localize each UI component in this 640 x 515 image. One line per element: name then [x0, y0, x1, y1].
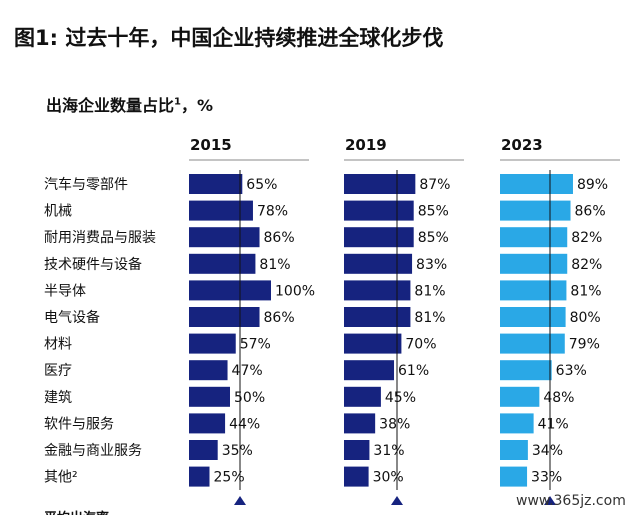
data-label: 61% — [398, 363, 429, 379]
bar — [344, 386, 381, 407]
bar — [500, 200, 571, 221]
bar — [500, 174, 573, 194]
bar — [344, 333, 402, 354]
data-label: 81% — [414, 310, 445, 326]
bar — [189, 360, 228, 381]
data-label: 45% — [385, 390, 416, 406]
data-label: 100% — [275, 283, 315, 299]
bar — [344, 200, 414, 221]
data-label: 63% — [556, 363, 587, 379]
data-label: 33% — [531, 470, 562, 486]
bar — [500, 440, 528, 460]
data-label: 50% — [234, 390, 265, 406]
data-label: 44% — [229, 416, 260, 432]
data-label: 86% — [264, 230, 295, 246]
bar — [189, 413, 226, 434]
data-label: 85% — [418, 204, 449, 220]
subtitle-footnote-mark: 1 — [174, 96, 181, 108]
bar — [189, 333, 236, 354]
subtitle-text: 出海企业数量占比 — [46, 96, 175, 115]
category-label: 其他² — [44, 470, 78, 486]
data-label: 31% — [373, 443, 404, 459]
data-label: 65% — [246, 177, 277, 193]
category-label: 汽车与零部件 — [44, 176, 128, 193]
data-label: 34% — [532, 443, 563, 459]
bar — [189, 174, 243, 194]
chart-subtitle: 出海企业数量占比1，% — [46, 92, 213, 116]
data-label: 85% — [418, 230, 449, 246]
bar — [500, 466, 528, 487]
bar — [189, 280, 271, 301]
bar — [344, 466, 369, 487]
series-year-label: 2015 — [190, 136, 232, 154]
data-label: 41% — [538, 416, 569, 432]
category-label: 建筑 — [44, 390, 72, 406]
average-marker — [234, 496, 246, 505]
bar — [500, 307, 566, 327]
subtitle-unit: ，% — [180, 96, 214, 115]
category-label: 技术硬件与设备 — [44, 256, 142, 273]
bar — [344, 253, 413, 274]
bar — [344, 307, 411, 327]
bar — [344, 227, 414, 248]
bar — [189, 200, 253, 221]
category-label: 半导体 — [44, 283, 86, 299]
data-label: 83% — [416, 257, 447, 273]
average-marker — [544, 496, 556, 505]
footer-label: 平均出海率 — [44, 510, 109, 515]
data-label: 35% — [222, 443, 253, 459]
data-label: 86% — [575, 204, 606, 220]
category-label: 材料 — [44, 337, 72, 353]
category-label: 耐用消费品与服装 — [44, 230, 156, 246]
bar — [189, 307, 260, 327]
bar — [500, 253, 568, 274]
category-label: 医疗 — [44, 363, 72, 379]
bar — [189, 227, 260, 248]
bar — [344, 360, 395, 381]
data-label: 81% — [414, 283, 445, 299]
bar — [344, 174, 416, 194]
data-label: 30% — [373, 470, 404, 486]
data-label: 25% — [214, 470, 245, 486]
bar — [344, 413, 376, 434]
category-label: 金融与商业服务 — [44, 443, 142, 459]
data-label: 82% — [571, 230, 602, 246]
watermark: www.365jz.com — [516, 493, 626, 509]
bar — [189, 386, 230, 407]
bar — [344, 280, 411, 301]
data-label: 57% — [240, 337, 271, 353]
data-label: 48% — [543, 390, 574, 406]
bar — [344, 440, 370, 460]
bar — [189, 253, 256, 274]
data-label: 81% — [570, 283, 601, 299]
average-marker — [391, 496, 403, 505]
bar — [189, 440, 218, 460]
bar — [500, 386, 540, 407]
data-label: 79% — [569, 337, 600, 353]
data-label: 80% — [570, 310, 601, 326]
bar — [500, 280, 567, 301]
data-label: 87% — [419, 177, 450, 193]
series-year-label: 2019 — [345, 136, 387, 154]
data-label: 38% — [379, 416, 410, 432]
data-label: 78% — [257, 204, 288, 220]
bar — [500, 333, 565, 354]
category-label: 软件与服务 — [44, 416, 114, 432]
bar — [189, 466, 210, 487]
chart-title: 图1: 过去十年，中国企业持续推进全球化步伐 — [14, 26, 444, 50]
category-label: 机械 — [44, 204, 72, 220]
data-label: 89% — [577, 177, 608, 193]
data-label: 70% — [405, 337, 436, 353]
series-year-label: 2023 — [501, 136, 543, 154]
data-label: 47% — [232, 363, 263, 379]
bar — [500, 227, 568, 248]
bar — [500, 360, 552, 381]
bar — [500, 413, 534, 434]
data-label: 81% — [259, 257, 290, 273]
data-label: 86% — [264, 310, 295, 326]
category-label: 电气设备 — [44, 309, 100, 326]
data-label: 82% — [571, 257, 602, 273]
